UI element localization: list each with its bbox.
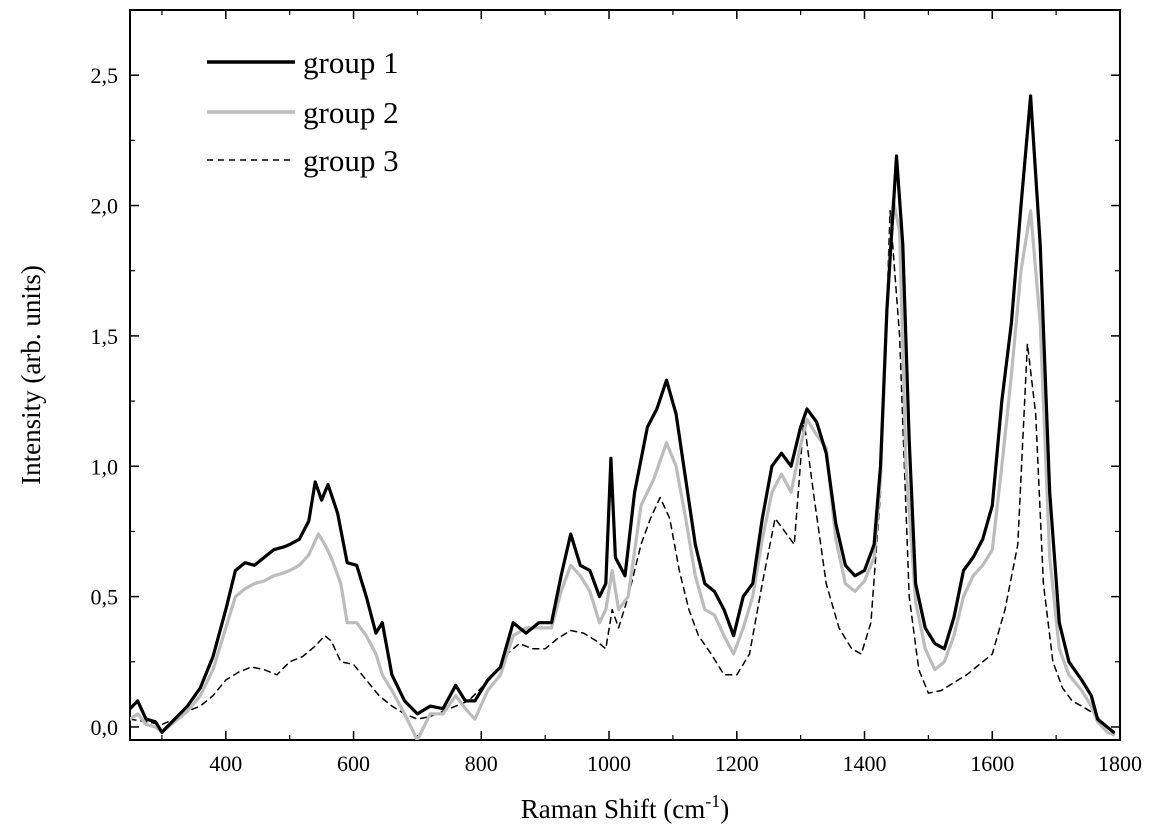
series-line-group-2 [130,198,1116,740]
y-tick-label: 1,5 [91,324,119,349]
x-axis-title: Raman Shift (cm-1) [521,791,729,824]
legend-label-group-1: group 1 [303,45,399,80]
y-tick-label: 0,0 [91,715,119,740]
y-axis-title: Intensity (arb. units) [16,265,46,485]
x-tick-label: 1200 [715,751,759,776]
y-tick-label: 0,5 [91,585,119,610]
tick-marks [130,9,1121,740]
series-line-group-1 [130,94,1116,734]
x-tick-label: 600 [337,751,370,776]
legend-label-group-2: group 2 [303,95,399,130]
x-tick-label: 400 [209,751,242,776]
x-tick-label: 1800 [1098,751,1142,776]
legend: group 1 group 2 group 3 [207,45,399,178]
series-line-group-3 [130,210,1115,733]
plot-frame [129,9,1121,741]
x-tick-label: 1000 [587,751,631,776]
x-tick-label: 1600 [970,751,1014,776]
series-layer [130,94,1116,740]
x-tick-labels: 400 600 800 1000 1200 1400 1600 1800 [209,751,1142,776]
y-tick-label: 2,0 [91,194,119,219]
y-tick-labels: 0,0 0,5 1,0 1,5 2,0 2,5 [91,63,119,740]
x-tick-label: 1400 [843,751,887,776]
y-tick-label: 2,5 [91,63,119,88]
legend-label-group-3: group 3 [303,143,399,178]
y-tick-label: 1,0 [91,454,119,479]
x-tick-label: 800 [465,751,498,776]
